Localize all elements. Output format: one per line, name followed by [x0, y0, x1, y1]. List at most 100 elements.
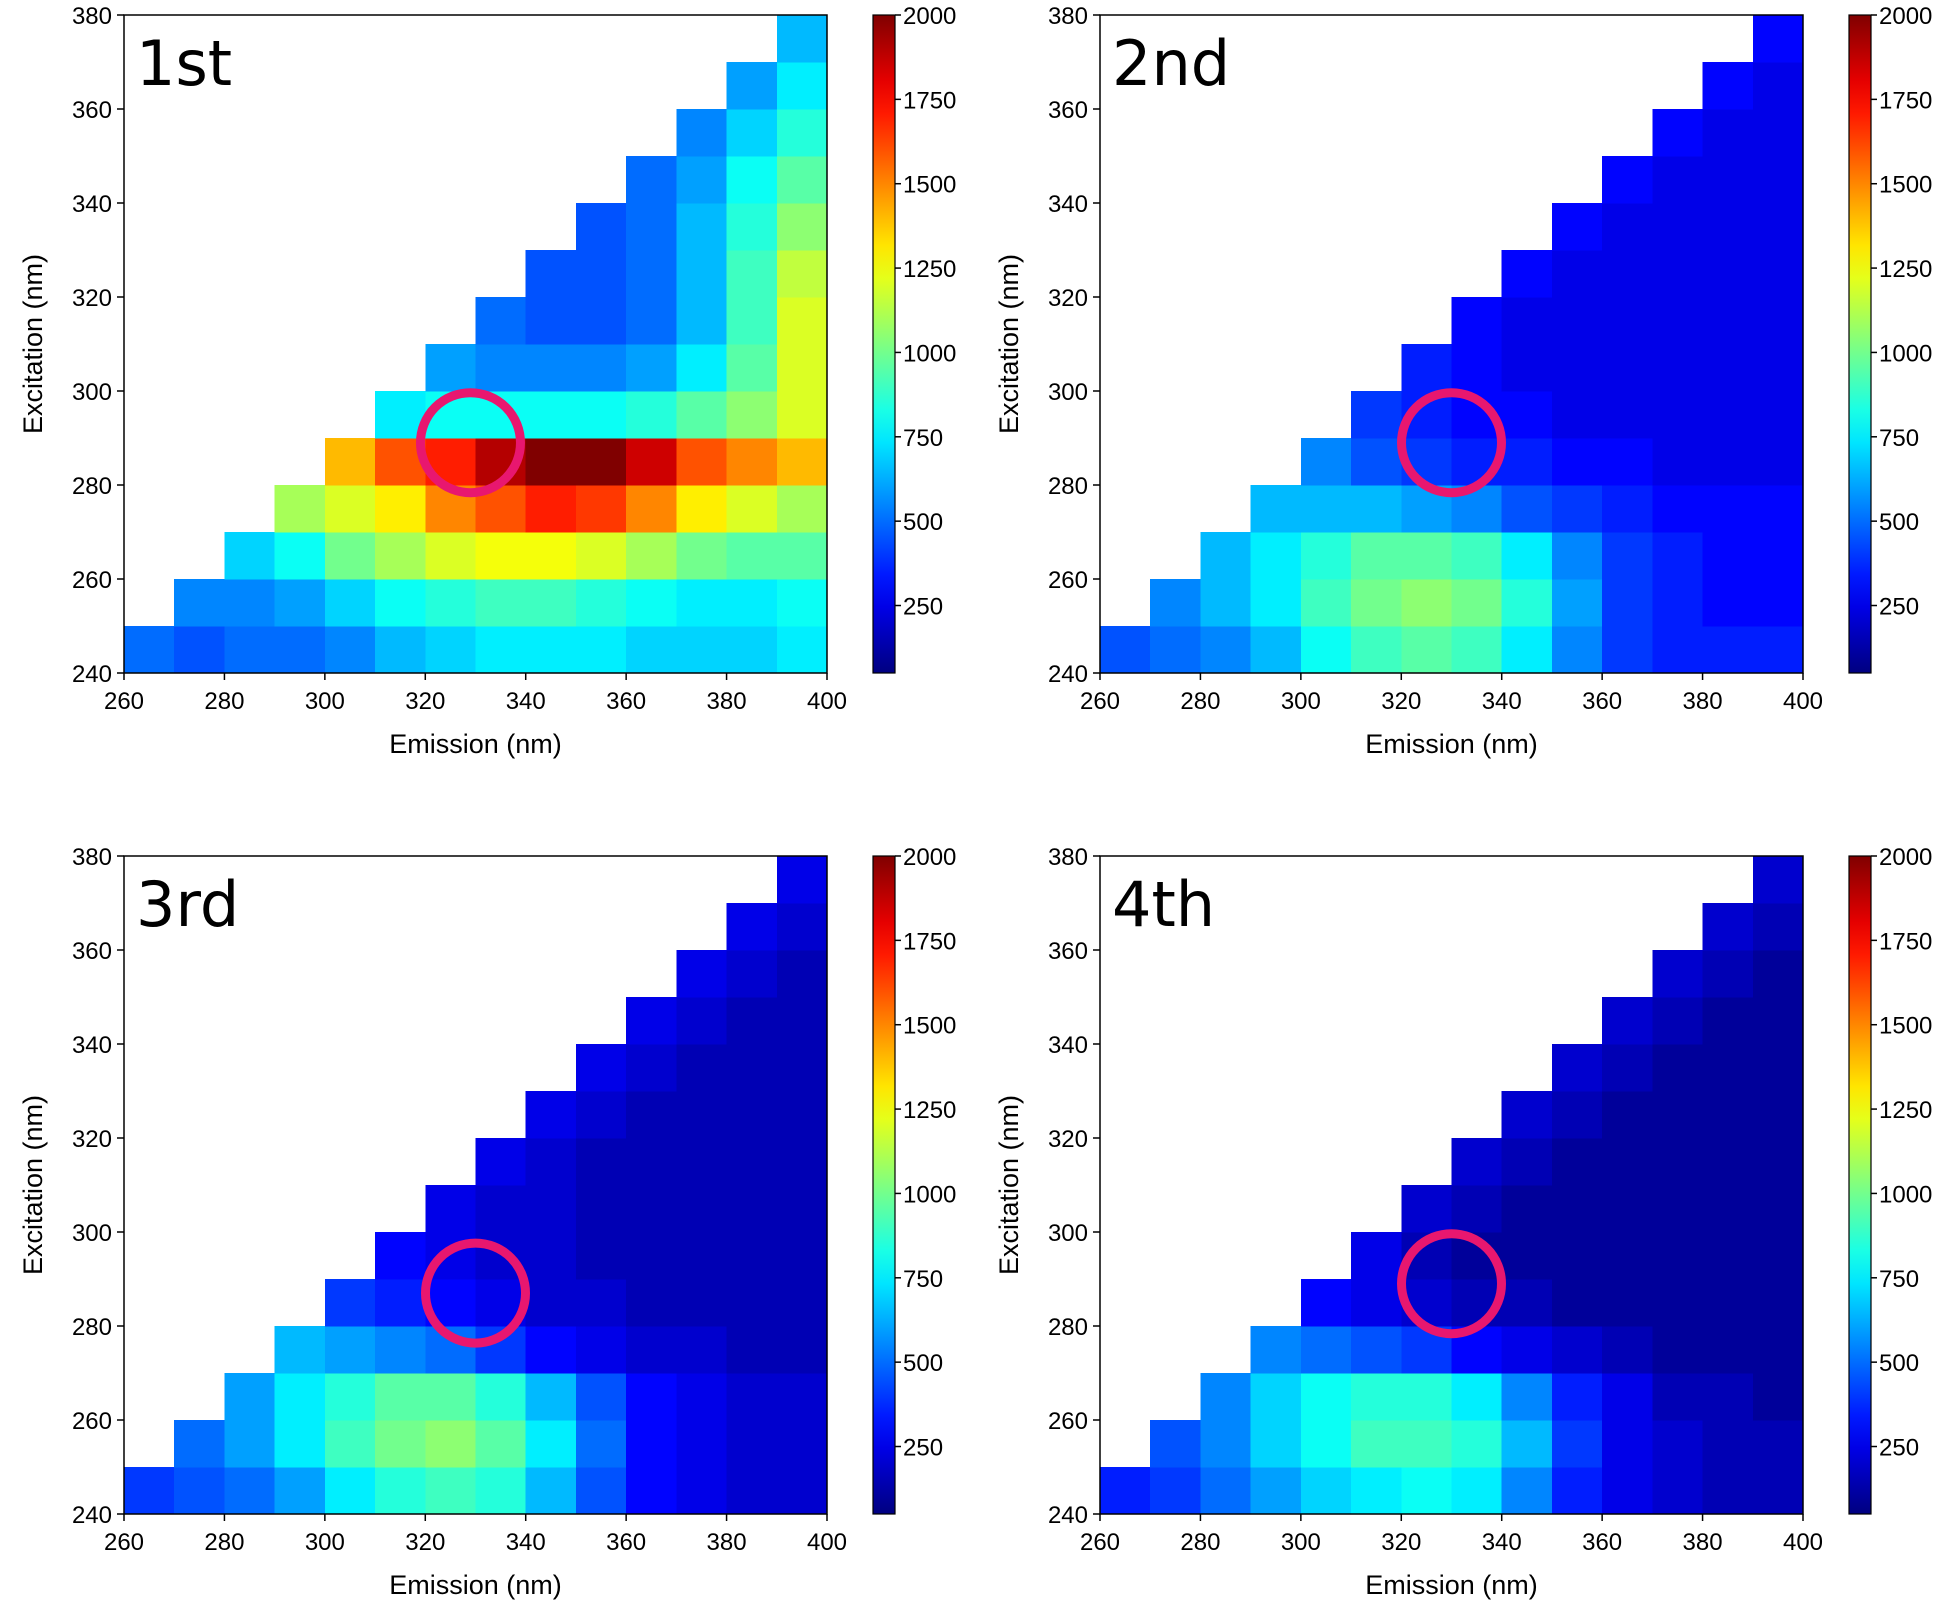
- colorbar-tick-label: 1750: [1879, 928, 1932, 955]
- colorbar-tick-label: 1250: [903, 1097, 956, 1124]
- heatmap-cell: [1602, 344, 1653, 392]
- heatmap-cell: [1652, 109, 1704, 157]
- heatmap-cell: [1652, 1185, 1704, 1233]
- heatmap-cell: [1351, 1420, 1402, 1468]
- heatmap-cell: [1300, 579, 1352, 627]
- heatmap-cell: [626, 203, 677, 251]
- heatmap-cell: [475, 532, 527, 580]
- heatmap-cell: [425, 1373, 477, 1421]
- heatmap-cell: [726, 532, 778, 580]
- heatmap-cell: [1752, 485, 1804, 533]
- heatmap-cell: [726, 156, 778, 204]
- heatmap-cell: [1602, 532, 1653, 580]
- x-axis-label: Emission (nm): [1365, 1570, 1538, 1600]
- x-tick-label: 260: [104, 1529, 144, 1556]
- heatmap-cell: [726, 1420, 778, 1468]
- heatmap-cell: [1451, 1467, 1503, 1515]
- heatmap-cell: [1501, 250, 1553, 298]
- heatmap-cell: [425, 626, 477, 674]
- heatmap-cell: [1752, 203, 1804, 251]
- y-tick-label: 300: [1048, 379, 1088, 406]
- heatmap-cell: [124, 1467, 175, 1515]
- heatmap-cell: [1652, 250, 1704, 298]
- heatmap-cell: [1401, 626, 1453, 674]
- heatmap-cell: [1200, 579, 1252, 627]
- heatmap-cell: [1250, 1373, 1302, 1421]
- heatmap-cell: [776, 579, 828, 627]
- heatmap-cell: [1250, 532, 1302, 580]
- heatmap-cell: [1551, 297, 1603, 345]
- heatmap-cell: [1652, 626, 1704, 674]
- y-tick-label: 380: [72, 844, 112, 871]
- heatmap-cell: [1702, 391, 1754, 439]
- heatmap-cell: [1501, 297, 1553, 345]
- heatmap-cell: [575, 1044, 627, 1092]
- heatmap-cell: [525, 1467, 577, 1515]
- y-axis-label: Excitation (nm): [18, 254, 48, 434]
- heatmap-cell: [1501, 1091, 1553, 1139]
- heatmap-cell: [425, 532, 477, 580]
- heatmap-cell: [1551, 1138, 1603, 1186]
- x-tick-label: 320: [405, 688, 445, 715]
- heatmap-cell: [1752, 438, 1804, 486]
- heatmap-cell: [676, 1373, 728, 1421]
- heatmap-cell: [1501, 1326, 1553, 1374]
- heatmap-cell: [224, 1420, 276, 1468]
- heatmap-cell: [1652, 391, 1704, 439]
- heatmap-cell: [1652, 997, 1704, 1045]
- heatmap-cell: [1501, 1420, 1553, 1468]
- heatmap-cell: [626, 626, 677, 674]
- heatmap-cell: [776, 1279, 828, 1327]
- heatmap-cell: [1551, 203, 1603, 251]
- heatmap-cell: [1551, 1467, 1603, 1515]
- highlight-circle: [421, 1238, 530, 1348]
- y-tick-label: 320: [1048, 285, 1088, 312]
- heatmap-cell: [375, 1279, 426, 1327]
- heatmap-cell: [575, 391, 627, 439]
- colorbar-tick-label: 250: [903, 1435, 943, 1462]
- x-tick-label: 400: [807, 688, 847, 715]
- y-tick-label: 260: [72, 1408, 112, 1435]
- colorbar: [872, 855, 896, 1515]
- heatmap-cell: [224, 532, 276, 580]
- x-tick-label: 300: [1281, 1529, 1321, 1556]
- heatmap-cells: [124, 856, 828, 1515]
- heatmap-cell: [1300, 1279, 1352, 1327]
- heatmap-cell: [1300, 626, 1352, 674]
- colorbar-tick-label: 2000: [1879, 844, 1932, 871]
- heatmap-cell: [676, 1326, 728, 1374]
- heatmap-cell: [1752, 579, 1804, 627]
- heatmap-cell: [575, 1373, 627, 1421]
- heatmap-cell: [1401, 1467, 1453, 1515]
- heatmap-cell: [1602, 1091, 1653, 1139]
- heatmap-cell: [174, 1467, 226, 1515]
- heatmap-cell: [1501, 532, 1553, 580]
- heatmap-cell: [1501, 626, 1553, 674]
- heatmap-cell: [1752, 344, 1804, 392]
- heatmap-cell: [475, 344, 527, 392]
- y-tick-label: 300: [72, 379, 112, 406]
- heatmap-cell: [1602, 1185, 1653, 1233]
- heatmap-cell: [726, 485, 778, 533]
- heatmap-cell: [626, 1044, 677, 1092]
- heatmap-cell: [1300, 438, 1352, 486]
- x-tick-label: 400: [1783, 688, 1823, 715]
- colorbar-tick-label: 750: [903, 425, 943, 452]
- x-tick-label: 300: [305, 1529, 345, 1556]
- heatmap-cell: [174, 626, 226, 674]
- x-tick-label: 260: [104, 688, 144, 715]
- heatmap-cell: [776, 62, 828, 110]
- y-tick-label: 340: [72, 1032, 112, 1059]
- heatmap-cell: [1501, 485, 1553, 533]
- heatmap-cell: [1702, 438, 1754, 486]
- y-tick-label: 340: [1048, 191, 1088, 218]
- heatmap-cell: [676, 109, 728, 157]
- heatmap-cell: [525, 579, 577, 627]
- x-tick-label: 360: [1582, 1529, 1622, 1556]
- heatmap-cell: [726, 344, 778, 392]
- heatmap-cell: [1652, 1420, 1704, 1468]
- heatmap-cell: [676, 1232, 728, 1280]
- y-tick-label: 280: [1048, 473, 1088, 500]
- heatmap-cell: [726, 1232, 778, 1280]
- heatmap-cell: [1652, 1326, 1704, 1374]
